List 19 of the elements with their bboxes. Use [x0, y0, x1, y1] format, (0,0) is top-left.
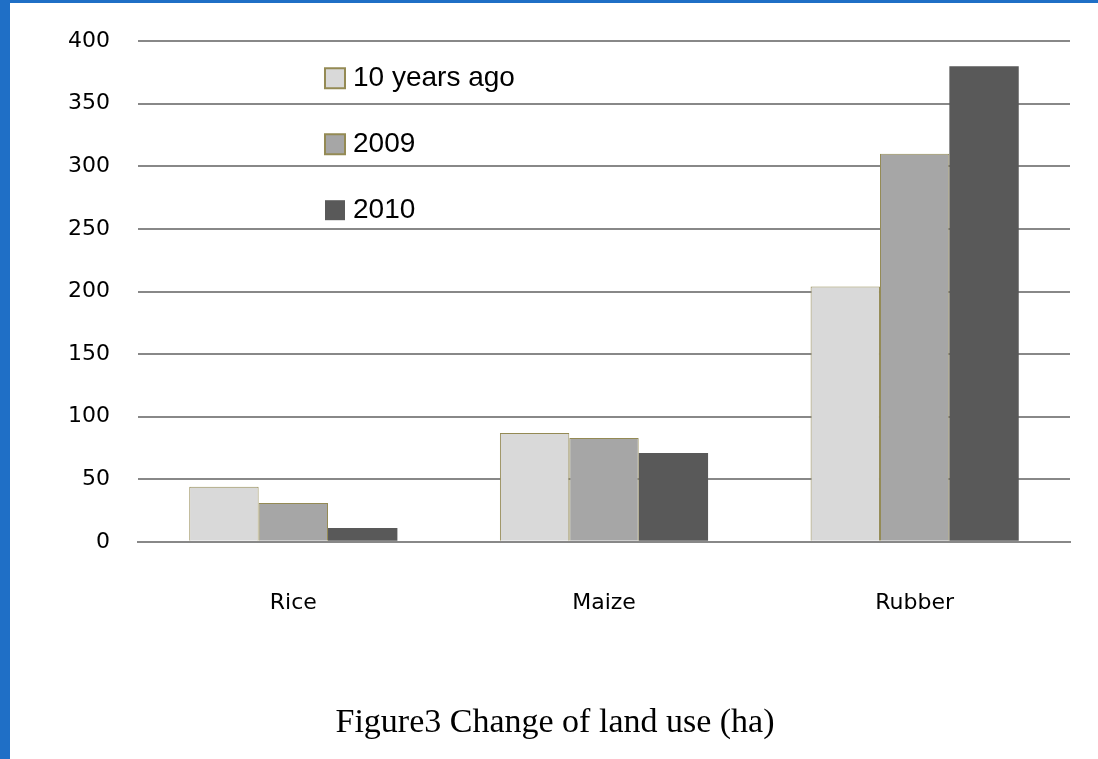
bar	[328, 528, 398, 541]
text: Figure3 Change of land use (ha)	[335, 701, 775, 740]
y-tick-label: 200	[67, 277, 110, 303]
y-tick-label: 100	[67, 402, 110, 428]
y-tick-label: 350	[67, 89, 110, 115]
y-tick-label: 0	[95, 527, 110, 553]
x-tick-label: Rubber	[875, 588, 955, 614]
x-tick-label: Maize	[572, 588, 636, 614]
y-tick-label: 300	[67, 152, 110, 178]
x-tick-label: Rice	[269, 588, 317, 614]
y-tick-label: 250	[67, 214, 110, 240]
y-tick-label: 150	[67, 339, 110, 365]
bar	[638, 452, 709, 541]
legend-label: 2010	[352, 192, 416, 224]
legend-label: 2009	[352, 126, 416, 158]
y-tick-label: 50	[81, 464, 110, 490]
y-tick-label: 400	[67, 26, 110, 52]
bar	[949, 66, 1019, 541]
legend-label: 10 years ago	[352, 60, 515, 92]
